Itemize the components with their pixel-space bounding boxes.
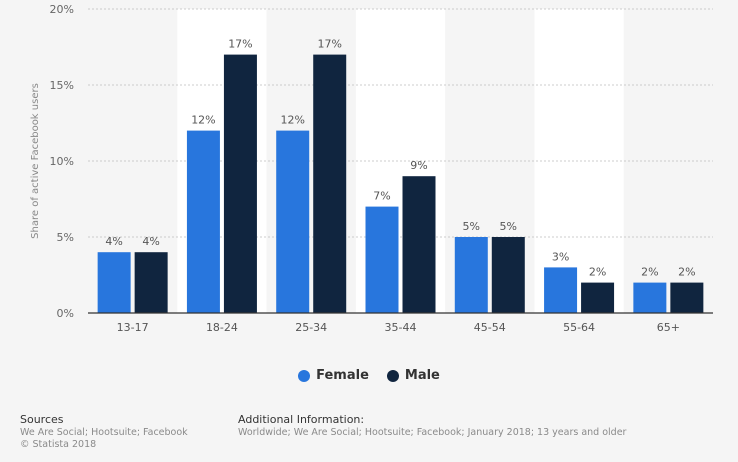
- x-tick-label: 18-24: [206, 321, 238, 334]
- additional-info-text: Worldwide; We Are Social; Hootsuite; Fac…: [238, 427, 627, 438]
- bar-female: [544, 267, 578, 313]
- y-tick-label: 20%: [50, 3, 74, 16]
- legend-item-female[interactable]: Female: [298, 368, 369, 383]
- additional-info-title: Additional Information:: [238, 413, 365, 426]
- sources-title: Sources: [20, 413, 64, 426]
- y-tick-label: 10%: [50, 155, 74, 168]
- bar-male: [223, 54, 257, 313]
- y-tick-label: 0%: [57, 307, 74, 320]
- bar-female: [454, 237, 488, 313]
- additional-info-block: Additional Information: Worldwide; We Ar…: [238, 414, 626, 439]
- data-label: 12%: [191, 114, 215, 127]
- chart-legend: Female Male: [0, 368, 738, 383]
- x-tick-label: 35-44: [385, 321, 417, 334]
- bar-female: [276, 130, 310, 313]
- bar-female: [365, 206, 399, 313]
- x-tick-label: 13-17: [117, 321, 149, 334]
- data-label: 2%: [589, 266, 606, 279]
- data-label: 7%: [373, 190, 390, 203]
- legend-item-male[interactable]: Male: [386, 368, 440, 383]
- bar-male: [313, 54, 347, 313]
- data-label: 17%: [317, 38, 341, 51]
- data-label: 5%: [463, 220, 480, 233]
- sources-block: Sources We Are Social; Hootsuite; Facebo…: [20, 414, 188, 451]
- legend-label-female: Female: [316, 368, 369, 383]
- data-label: 17%: [228, 38, 252, 51]
- y-axis-label: Share of active Facebook users: [30, 83, 41, 239]
- data-label: 2%: [641, 266, 658, 279]
- data-label: 9%: [410, 159, 427, 172]
- data-label: 4%: [142, 235, 159, 248]
- bar-female: [186, 130, 220, 313]
- legend-label-male: Male: [404, 368, 440, 383]
- x-tick-label: 25-34: [295, 321, 327, 334]
- data-label: 5%: [500, 220, 517, 233]
- bar-male: [491, 237, 525, 313]
- legend-swatch-male: [386, 369, 399, 382]
- data-label: 4%: [105, 235, 122, 248]
- bar-male: [402, 176, 436, 313]
- bar-female: [633, 282, 667, 313]
- legend-swatch-female: [298, 369, 311, 382]
- data-label: 2%: [678, 266, 695, 279]
- data-label: 3%: [552, 250, 569, 263]
- bar-female: [97, 252, 131, 313]
- x-tick-label: 45-54: [474, 321, 506, 334]
- data-label: 12%: [280, 114, 304, 127]
- copyright-text: © Statista 2018: [20, 439, 97, 450]
- bar-male: [134, 252, 168, 313]
- bar-male: [670, 282, 704, 313]
- x-tick-label: 55-64: [563, 321, 595, 334]
- y-tick-label: 15%: [50, 79, 74, 92]
- y-tick-label: 5%: [57, 231, 74, 244]
- sources-text[interactable]: We Are Social; Hootsuite; Facebook: [20, 427, 188, 438]
- bar-male: [581, 282, 615, 313]
- x-tick-label: 65+: [657, 321, 680, 334]
